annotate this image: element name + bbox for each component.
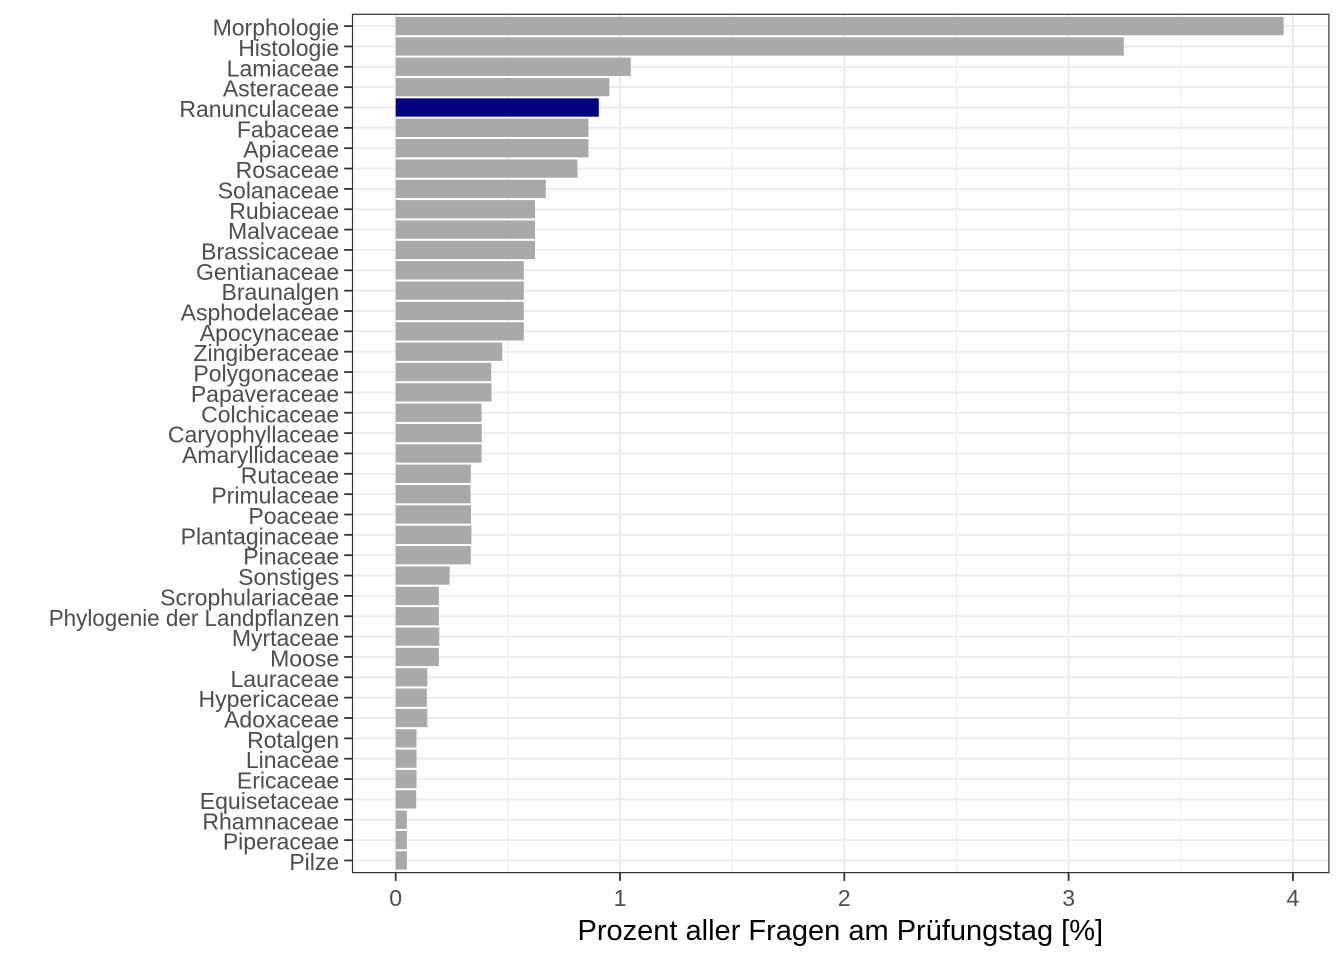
svg-text:Phylogenie der Landpflanzen: Phylogenie der Landpflanzen: [49, 605, 340, 631]
svg-text:Scrophulariaceae: Scrophulariaceae: [160, 584, 339, 610]
svg-text:Apiaceae: Apiaceae: [243, 137, 339, 163]
svg-text:2: 2: [838, 885, 851, 911]
svg-text:Polygonaceae: Polygonaceae: [193, 361, 339, 387]
svg-text:Apocynaceae: Apocynaceae: [200, 320, 339, 346]
svg-text:3: 3: [1062, 885, 1075, 911]
svg-text:Rhamnaceae: Rhamnaceae: [202, 808, 339, 834]
svg-text:Pinaceae: Pinaceae: [243, 544, 339, 570]
svg-text:Braunalgen: Braunalgen: [222, 279, 340, 305]
svg-text:Solanaceae: Solanaceae: [218, 177, 340, 203]
svg-text:Adoxaceae: Adoxaceae: [224, 707, 339, 733]
svg-text:Piperaceae: Piperaceae: [223, 829, 339, 855]
svg-text:Poaceae: Poaceae: [248, 503, 339, 529]
svg-text:Asphodelaceae: Asphodelaceae: [181, 300, 340, 326]
svg-text:Sonstiges: Sonstiges: [238, 564, 339, 590]
svg-text:Rosaceae: Rosaceae: [236, 157, 340, 183]
svg-text:Gentianaceae: Gentianaceae: [196, 259, 339, 285]
svg-text:Asteraceae: Asteraceae: [223, 76, 339, 102]
svg-text:Fabaceae: Fabaceae: [237, 116, 339, 142]
svg-text:Linaceae: Linaceae: [246, 747, 339, 773]
svg-text:0: 0: [389, 885, 402, 911]
svg-text:1: 1: [614, 885, 627, 911]
svg-text:Caryophyllaceae: Caryophyllaceae: [168, 422, 339, 448]
svg-text:Rotalgen: Rotalgen: [247, 727, 339, 753]
svg-text:Zingiberaceae: Zingiberaceae: [193, 340, 339, 366]
svg-text:Hypericaceae: Hypericaceae: [199, 686, 340, 712]
svg-text:Morphologie: Morphologie: [213, 15, 340, 41]
svg-text:Histologie: Histologie: [238, 35, 339, 61]
svg-text:Ranunculaceae: Ranunculaceae: [179, 96, 339, 122]
svg-text:Brassicaceae: Brassicaceae: [201, 238, 339, 264]
svg-text:4: 4: [1287, 885, 1300, 911]
svg-text:Ericaceae: Ericaceae: [237, 768, 339, 794]
svg-text:Pilze: Pilze: [289, 849, 339, 875]
svg-text:Rubiaceae: Rubiaceae: [229, 198, 339, 224]
svg-text:Lauraceae: Lauraceae: [230, 666, 339, 692]
svg-text:Malvaceae: Malvaceae: [228, 218, 339, 244]
svg-text:Colchicaceae: Colchicaceae: [201, 401, 339, 427]
svg-text:Amaryllidaceae: Amaryllidaceae: [182, 442, 339, 468]
svg-text:Papaveraceae: Papaveraceae: [191, 381, 339, 407]
svg-text:Moose: Moose: [270, 645, 339, 671]
svg-text:Lamiaceae: Lamiaceae: [227, 55, 340, 81]
svg-text:Primulaceae: Primulaceae: [211, 483, 339, 509]
svg-text:Equisetaceae: Equisetaceae: [200, 788, 339, 814]
svg-text:Myrtaceae: Myrtaceae: [232, 625, 339, 651]
svg-text:Rutaceae: Rutaceae: [241, 462, 339, 488]
svg-text:Prozent aller Fragen am Prüfun: Prozent aller Fragen am Prüfungstag [%]: [578, 915, 1103, 947]
svg-text:Plantaginaceae: Plantaginaceae: [181, 523, 340, 549]
